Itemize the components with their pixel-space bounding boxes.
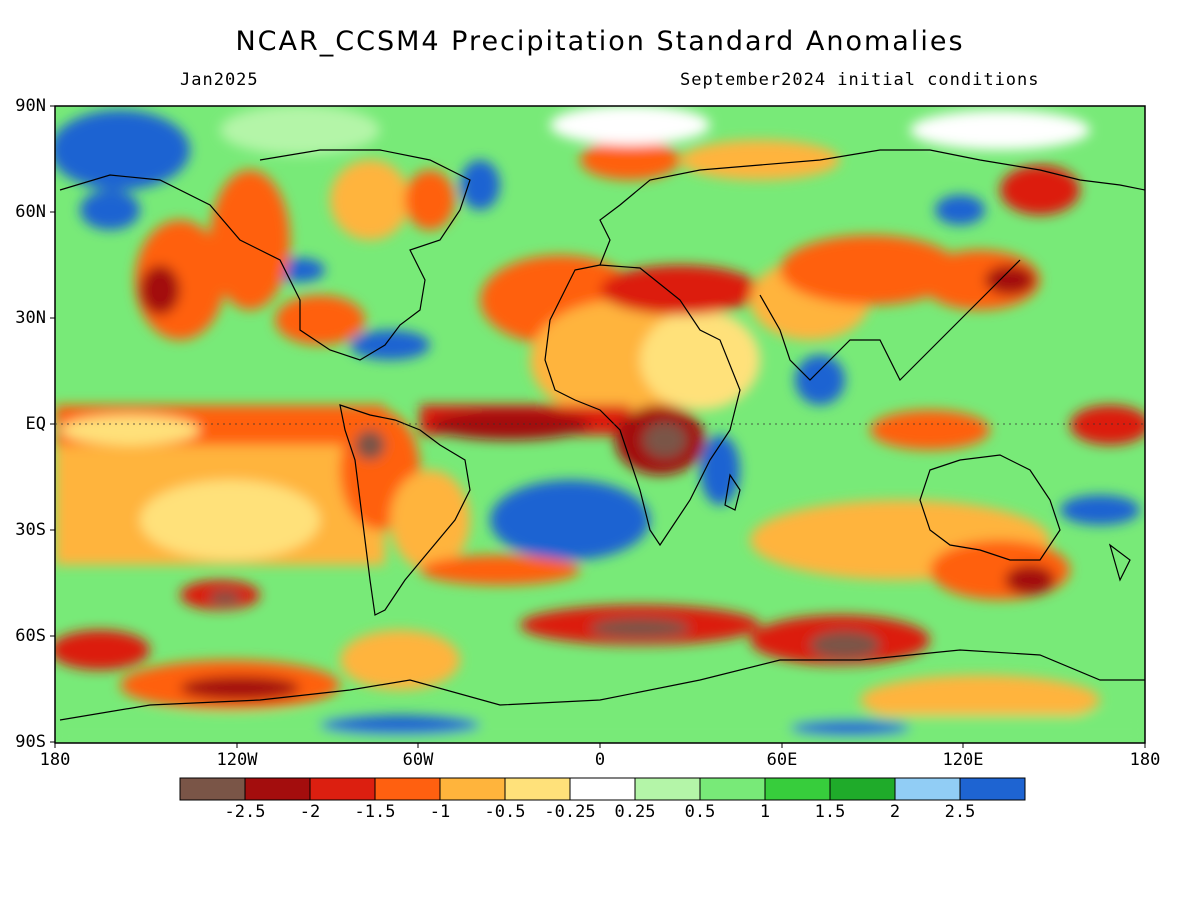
- colorbar-tick-label: 2.5: [944, 802, 976, 822]
- map-title: NCAR_CCSM4 Precipitation Standard Anomal…: [235, 26, 965, 57]
- lat-label-30s: 30S: [15, 520, 46, 540]
- colorbar: [179, 777, 1026, 801]
- colorbar-swatch: [439, 777, 506, 801]
- lon-label-0: 0: [594, 750, 606, 770]
- colorbar-swatch: [764, 777, 831, 801]
- colorbar-tick-label: -2.5: [224, 802, 266, 822]
- lat-label-eq: EQ: [25, 414, 46, 434]
- axis-ticks: [50, 105, 1146, 748]
- colorbar-tick-label: -1.5: [354, 802, 396, 822]
- colorbar-swatch: [894, 777, 961, 801]
- coastlines: [59, 149, 1145, 721]
- colorbar-swatch: [829, 777, 896, 801]
- lon-label-180w: 180: [39, 750, 71, 770]
- colorbar-tick-label: -2: [299, 802, 321, 822]
- lon-label-120w: 120W: [216, 750, 258, 770]
- colorbar-swatch: [959, 777, 1026, 801]
- colorbar-swatch: [374, 777, 441, 801]
- colorbar-tick-label: -0.25: [544, 802, 596, 822]
- lon-label-120e: 120E: [942, 750, 984, 770]
- lat-label-60n: 60N: [15, 202, 46, 222]
- lat-label-30n: 30N: [15, 308, 46, 328]
- colorbar-swatch: [699, 777, 766, 801]
- colorbar-tick-label: 2: [889, 802, 901, 822]
- lon-label-60e: 60E: [766, 750, 798, 770]
- colorbar-swatch: [309, 777, 376, 801]
- colorbar-tick-label: 1.5: [814, 802, 846, 822]
- lat-label-90n: 90N: [15, 96, 46, 116]
- colorbar-tick-label: 1: [759, 802, 771, 822]
- initial-conditions-label: September2024 initial conditions: [680, 70, 1040, 90]
- colorbar-swatch: [179, 777, 246, 801]
- colorbar-tick-label: 0.5: [684, 802, 716, 822]
- anomaly-field: [55, 106, 1145, 743]
- colorbar-swatch: [634, 777, 701, 801]
- colorbar-swatch: [569, 777, 636, 801]
- colorbar-tick-label: -0.5: [484, 802, 526, 822]
- valid-month-label: Jan2025: [180, 70, 259, 90]
- lon-label-60w: 60W: [402, 750, 434, 770]
- colorbar-swatch: [244, 777, 311, 801]
- lat-label-60s: 60S: [15, 626, 46, 646]
- colorbar-swatch: [504, 777, 571, 801]
- lat-label-90s: 90S: [15, 732, 46, 752]
- colorbar-tick-label: 0.25: [614, 802, 656, 822]
- colorbar-tick-label: -1: [429, 802, 451, 822]
- lon-label-180e: 180: [1129, 750, 1161, 770]
